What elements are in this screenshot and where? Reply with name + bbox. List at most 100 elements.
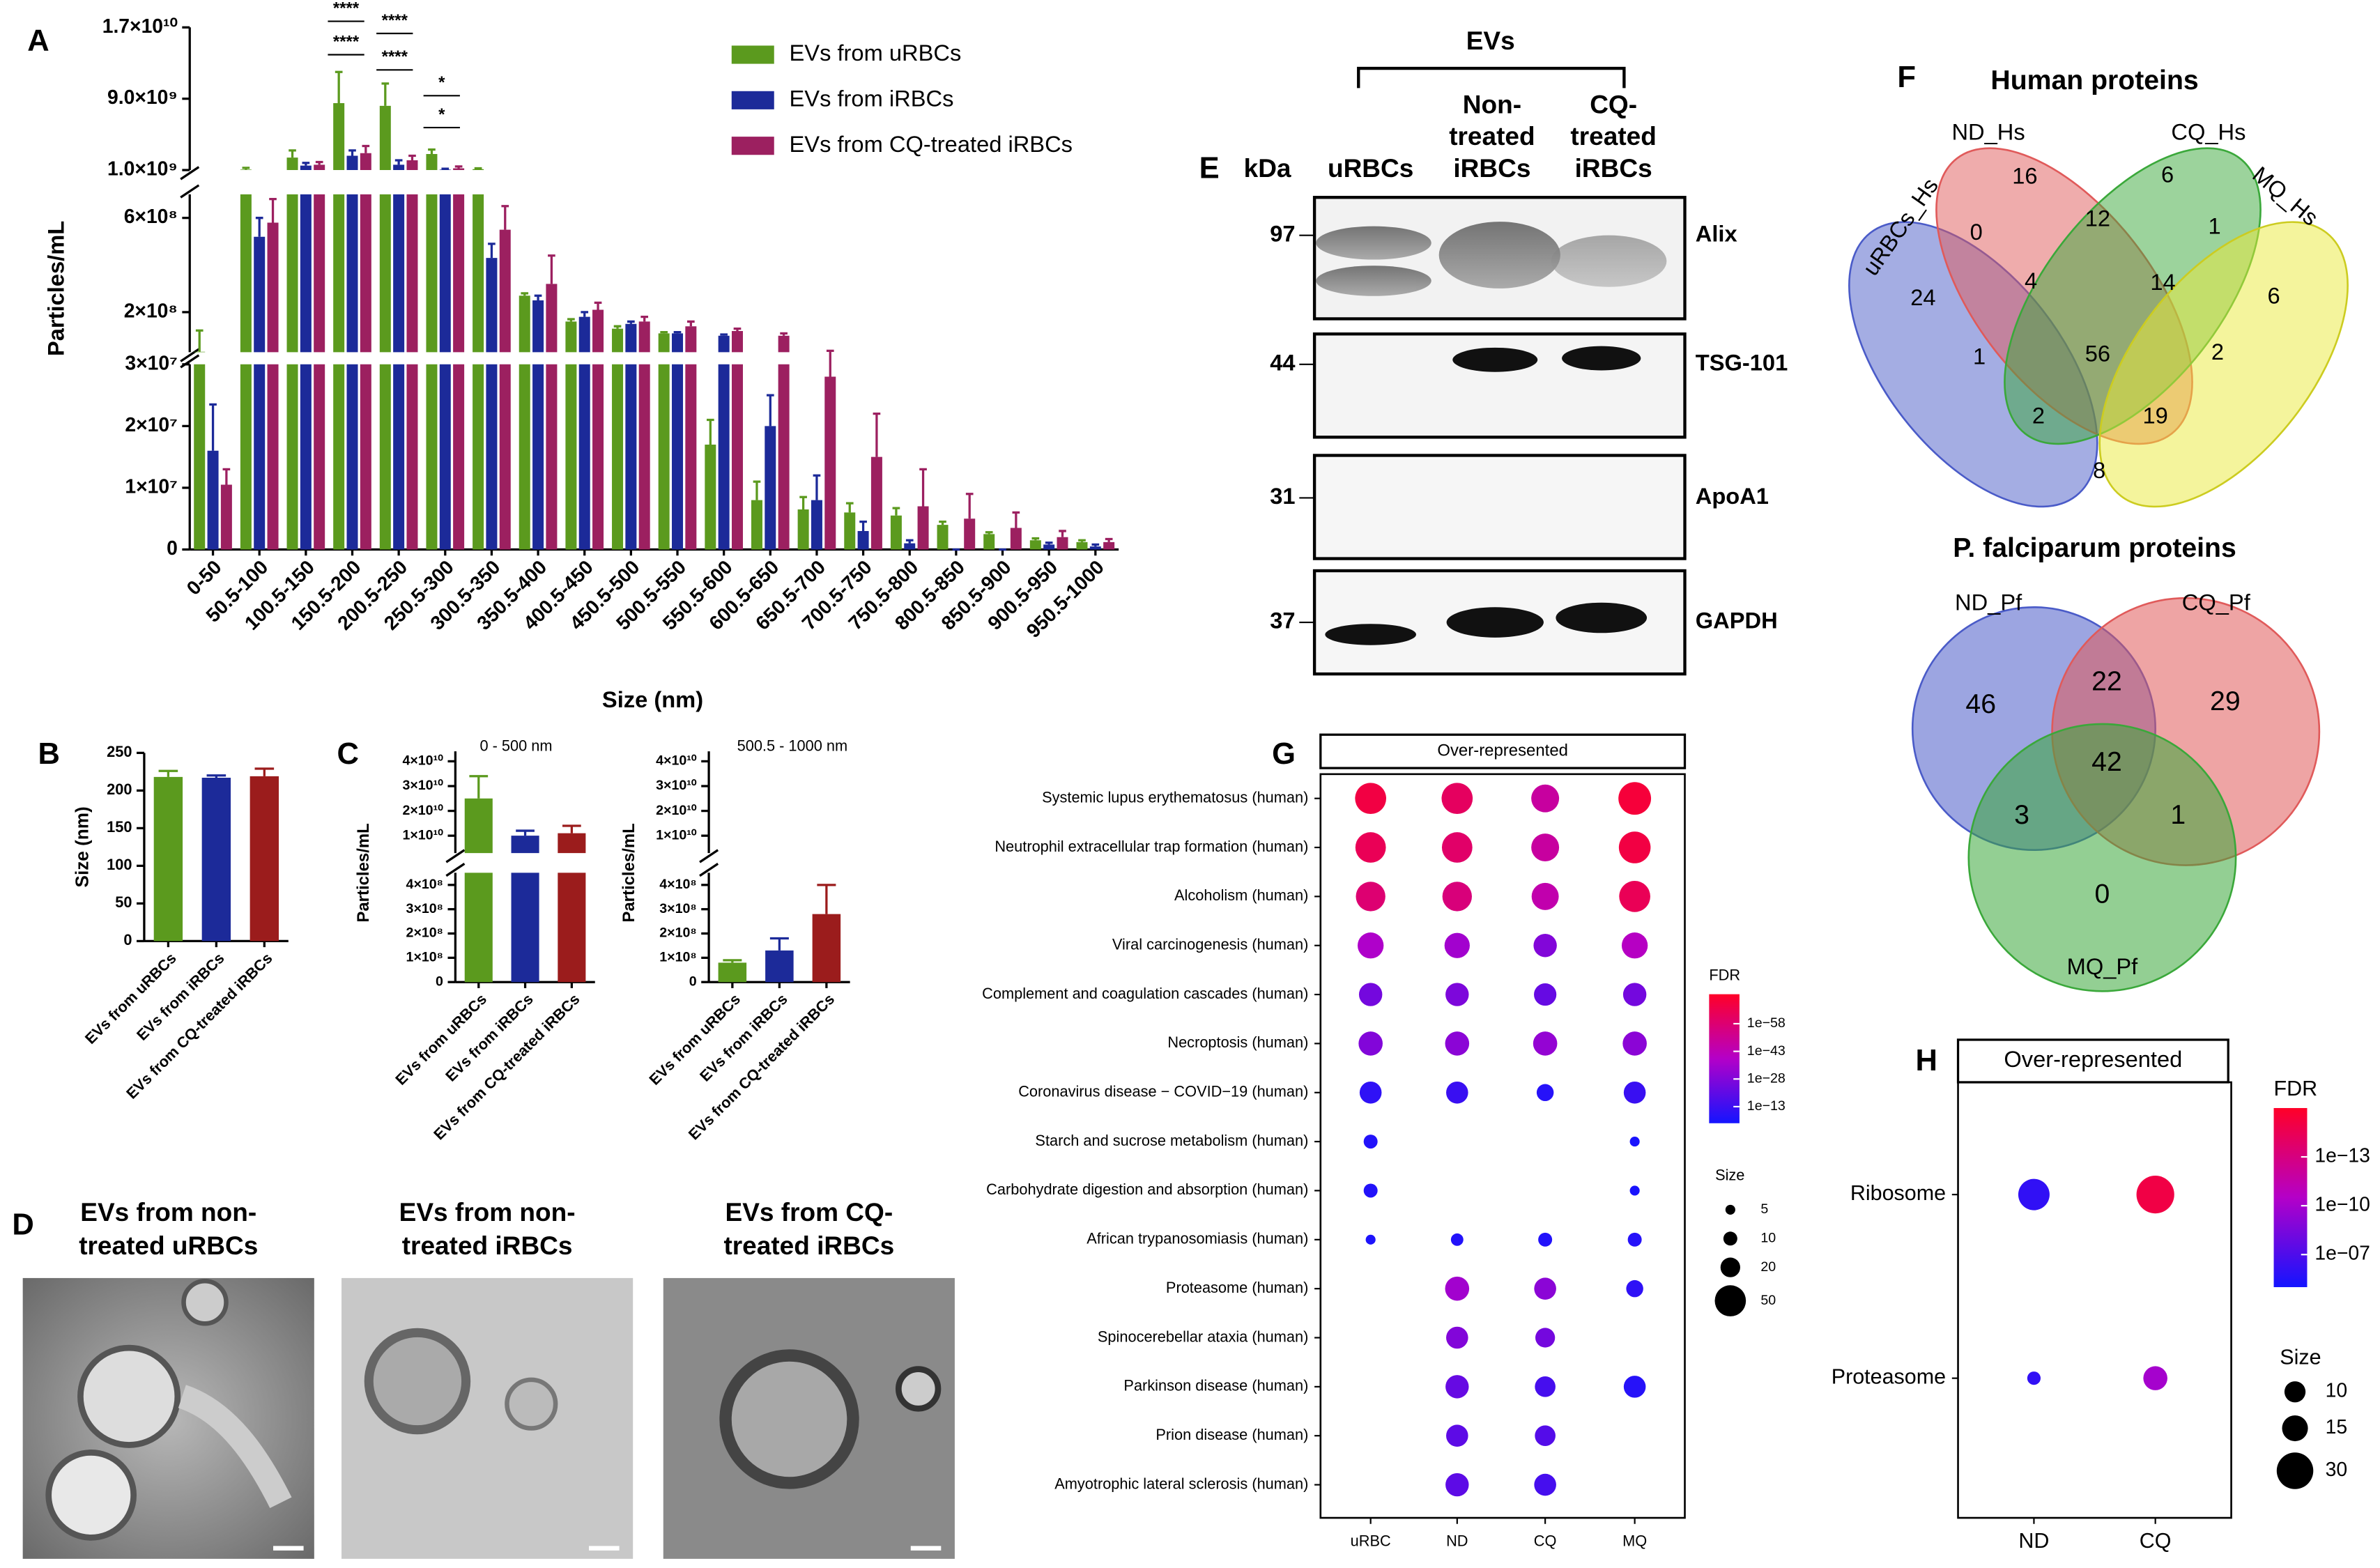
y-tick-label: 1×10⁸ <box>659 950 696 965</box>
venn-count: 19 <box>2143 403 2168 429</box>
dot <box>1359 1081 1382 1104</box>
venn-count: 1 <box>2209 213 2221 238</box>
row-label: Complement and coagulation cascades (hum… <box>982 985 1308 1002</box>
bar <box>638 321 650 550</box>
venn-set-label: MQ_Pf <box>2067 953 2139 979</box>
row-label: Systemic lupus erythematosus (human) <box>1042 788 1308 806</box>
dot <box>1531 833 1560 862</box>
significance-label: **** <box>333 0 360 17</box>
colorbar-label: 1e−13 <box>2314 1144 2370 1167</box>
bar <box>904 543 916 550</box>
legend-title: Size <box>1715 1167 1744 1184</box>
y-tick-label: 3×10⁷ <box>125 351 177 374</box>
panel-label: B <box>38 737 59 771</box>
bar <box>811 500 822 550</box>
dot <box>1444 932 1470 958</box>
bar <box>393 164 405 550</box>
legend-swatch <box>731 45 774 64</box>
error-bar <box>780 332 788 336</box>
error-bar <box>269 197 277 223</box>
bar <box>1043 544 1055 550</box>
bar <box>207 450 219 550</box>
bar <box>406 160 418 550</box>
y-tick-label: 50 <box>115 893 132 911</box>
micrograph-caption: treated iRBCs <box>723 1231 894 1260</box>
error-bar <box>753 480 761 500</box>
size-legend-dot <box>1720 1257 1740 1277</box>
bar <box>314 164 325 550</box>
dot <box>1536 1084 1554 1102</box>
dot <box>1627 1232 1642 1247</box>
dot <box>1445 1473 1469 1497</box>
bar <box>685 326 697 550</box>
bar <box>578 316 590 550</box>
bar <box>1103 541 1115 550</box>
colorbar-label: 1e−43 <box>1747 1043 1786 1059</box>
dot <box>1450 1233 1464 1246</box>
dot <box>1622 1031 1647 1056</box>
bar <box>558 833 586 983</box>
bar <box>1089 546 1101 550</box>
axis-break <box>699 849 719 863</box>
bar <box>333 103 345 550</box>
colorbar-label: 1e−28 <box>1747 1070 1786 1086</box>
error-bar <box>206 774 227 778</box>
error-bar <box>939 521 946 525</box>
venn-count: 2 <box>2211 339 2224 364</box>
error-bar <box>209 403 217 451</box>
colorbar-label: 1e−07 <box>2314 1242 2370 1264</box>
venn-count: 6 <box>2161 161 2174 187</box>
row-label: Spinocerebellar ataxia (human) <box>1098 1328 1308 1345</box>
dot <box>1356 882 1385 912</box>
protein-label: TSG-101 <box>1696 349 1788 375</box>
error-bar <box>348 149 356 156</box>
row-label: Neutrophil extracellular trap formation … <box>995 838 1308 855</box>
venn-count: 24 <box>1910 284 1935 310</box>
panel-label: H <box>1916 1044 1937 1077</box>
error-bar <box>254 767 275 776</box>
error-bar <box>562 824 581 833</box>
micrograph-caption: EVs from non- <box>399 1197 576 1227</box>
bar <box>360 153 371 550</box>
colorbar <box>2273 1107 2308 1287</box>
row-label: Proteasome (human) <box>1166 1279 1308 1296</box>
axis-break <box>180 348 200 362</box>
bar <box>937 525 949 550</box>
protein-label: GAPDH <box>1696 608 1778 633</box>
error-bar <box>195 329 204 352</box>
venn-count: 42 <box>2091 747 2122 777</box>
y-tick-label: 1×10⁸ <box>406 950 443 965</box>
dot <box>1442 882 1473 912</box>
bar <box>486 258 498 550</box>
dot <box>1363 1183 1378 1198</box>
bar <box>519 295 530 550</box>
bar <box>1076 541 1088 550</box>
row-label: Starch and sucrose metabolism (human) <box>1035 1132 1308 1149</box>
significance-label: **** <box>333 32 360 51</box>
error-bar <box>408 154 416 160</box>
dot <box>1446 1326 1468 1349</box>
error-bar <box>362 144 370 153</box>
error-bar <box>302 162 310 166</box>
bar <box>201 778 231 941</box>
axis-break <box>699 862 719 877</box>
dot <box>1441 783 1473 815</box>
y-tick-label: 3×10⁸ <box>659 901 696 916</box>
dot <box>1623 1376 1646 1398</box>
bar <box>778 335 790 550</box>
panel-label: A <box>27 24 49 58</box>
legend-label: EVs from uRBCs <box>790 40 962 66</box>
chart-title: 500.5 - 1000 nm <box>737 737 848 754</box>
bar <box>453 168 465 550</box>
error-bar <box>474 167 482 170</box>
size-legend-dot <box>1723 1231 1737 1246</box>
error-bar <box>723 959 742 963</box>
axis-break <box>180 184 200 199</box>
size-legend-dot <box>2282 1415 2308 1442</box>
error-bar <box>905 539 914 544</box>
venn-count: 29 <box>2210 686 2241 716</box>
error-bar <box>289 149 296 158</box>
dot <box>2018 1178 2050 1210</box>
error-bar <box>892 507 900 516</box>
axis-break <box>180 354 200 369</box>
